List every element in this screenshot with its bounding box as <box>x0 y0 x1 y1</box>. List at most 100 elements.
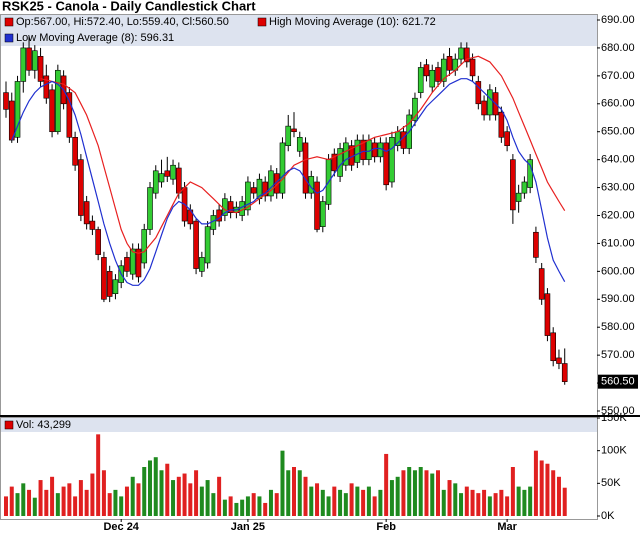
candle-body <box>89 220 96 230</box>
candle-body <box>412 97 418 121</box>
volume-bar <box>280 450 285 516</box>
volume-bar <box>257 496 262 516</box>
y-tick-label: 650.00 <box>601 126 635 138</box>
volume-bar <box>418 467 423 516</box>
price-panel <box>0 14 598 416</box>
last-price-box <box>598 374 638 389</box>
candle-body <box>245 181 251 211</box>
volume-bar <box>101 470 106 516</box>
candle-body <box>533 231 539 258</box>
volume-bar <box>510 467 515 516</box>
x-tick-label: Jan 25 <box>231 521 265 533</box>
volume-bar <box>430 473 435 516</box>
volume-bar <box>447 480 452 516</box>
candle-body <box>273 173 280 194</box>
volume-bar <box>499 489 504 516</box>
volume-bar <box>274 493 279 516</box>
y-tick-label: 600.00 <box>601 265 635 277</box>
volume-bar <box>245 496 250 516</box>
volume-bar <box>4 496 8 516</box>
volume-bar <box>84 489 89 516</box>
volume-bar <box>38 480 43 516</box>
volume-bar <box>113 489 118 516</box>
candle-body <box>510 159 516 211</box>
candle-body <box>106 271 113 297</box>
candle-body <box>279 142 286 194</box>
volume-bar <box>349 483 354 516</box>
candle-body <box>170 164 176 180</box>
volume-bar <box>551 470 556 516</box>
candle-body <box>193 220 199 269</box>
volume-bar <box>389 480 394 516</box>
volume-bar <box>384 453 389 516</box>
candle-body <box>319 201 326 227</box>
candle-body <box>112 279 119 295</box>
candle-body <box>95 229 101 255</box>
y-tick-label: 150K <box>601 412 627 424</box>
volume-bar <box>32 497 37 516</box>
y-tick-label: 100K <box>601 445 627 457</box>
volume-bar <box>199 486 204 516</box>
candle-body <box>515 192 522 202</box>
candle-body <box>124 257 130 272</box>
candle-body <box>389 137 395 183</box>
candle-body <box>55 69 61 133</box>
candle-body <box>561 363 568 382</box>
volume-bar <box>96 434 101 516</box>
legend-label: Low Moving Average (8): 596.31 <box>16 32 174 44</box>
candle-body <box>250 187 257 194</box>
volume-bar <box>412 470 417 516</box>
legend-swatch <box>4 33 14 43</box>
moving-average-line <box>11 78 566 286</box>
volume-bar <box>90 473 95 516</box>
candle-body <box>285 125 292 146</box>
volume-bar <box>107 493 112 516</box>
volume-bar <box>9 486 14 516</box>
volume-bar <box>533 450 538 516</box>
volume-bar <box>50 476 55 516</box>
volume-bar <box>55 493 60 516</box>
candle-body <box>538 268 545 300</box>
info-text: Op:567.00, Hi:572.40, Lo:559.40, Cl:560.… <box>16 16 229 28</box>
y-tick-label: 660.00 <box>601 98 635 110</box>
candle-body <box>556 357 562 364</box>
volume-bar <box>556 476 561 516</box>
volume-bar <box>205 480 210 516</box>
volume-bar <box>401 470 406 516</box>
volume-bar <box>228 496 233 516</box>
volume-bar <box>338 489 343 516</box>
volume-bar <box>482 489 487 516</box>
candle-body <box>354 139 361 163</box>
volume-bar <box>297 470 302 516</box>
volume-bar <box>453 483 458 516</box>
volume-bar <box>188 483 193 516</box>
candle-body <box>26 47 32 71</box>
candle-body <box>37 56 44 82</box>
y-tick-label: 590.00 <box>601 293 635 305</box>
candle-body <box>8 100 15 141</box>
volume-bar <box>424 470 429 516</box>
y-tick-label: 50K <box>601 477 621 489</box>
volume-bar <box>234 502 239 516</box>
legend-swatch <box>257 17 267 27</box>
volume-bar <box>459 493 464 516</box>
volume-bar <box>464 486 469 516</box>
volume-bar <box>315 483 320 516</box>
volume-bar <box>372 496 377 516</box>
volume-bar <box>240 499 245 516</box>
x-tick-label: Dec 24 <box>103 521 139 533</box>
candle-body <box>158 173 165 183</box>
last-price-label: 560.50 <box>601 376 635 388</box>
volume-bar <box>78 480 83 516</box>
candle-body <box>458 47 464 60</box>
volume-bar <box>361 489 366 516</box>
candle-body <box>227 201 234 214</box>
volume-bar <box>343 493 348 516</box>
volume-bar <box>194 470 199 516</box>
volume-bar <box>217 476 222 516</box>
candle-body <box>481 100 487 116</box>
volume-bar <box>153 457 158 516</box>
volume-bar <box>44 489 49 516</box>
volume-bar <box>263 502 268 516</box>
candle-body <box>343 142 349 166</box>
